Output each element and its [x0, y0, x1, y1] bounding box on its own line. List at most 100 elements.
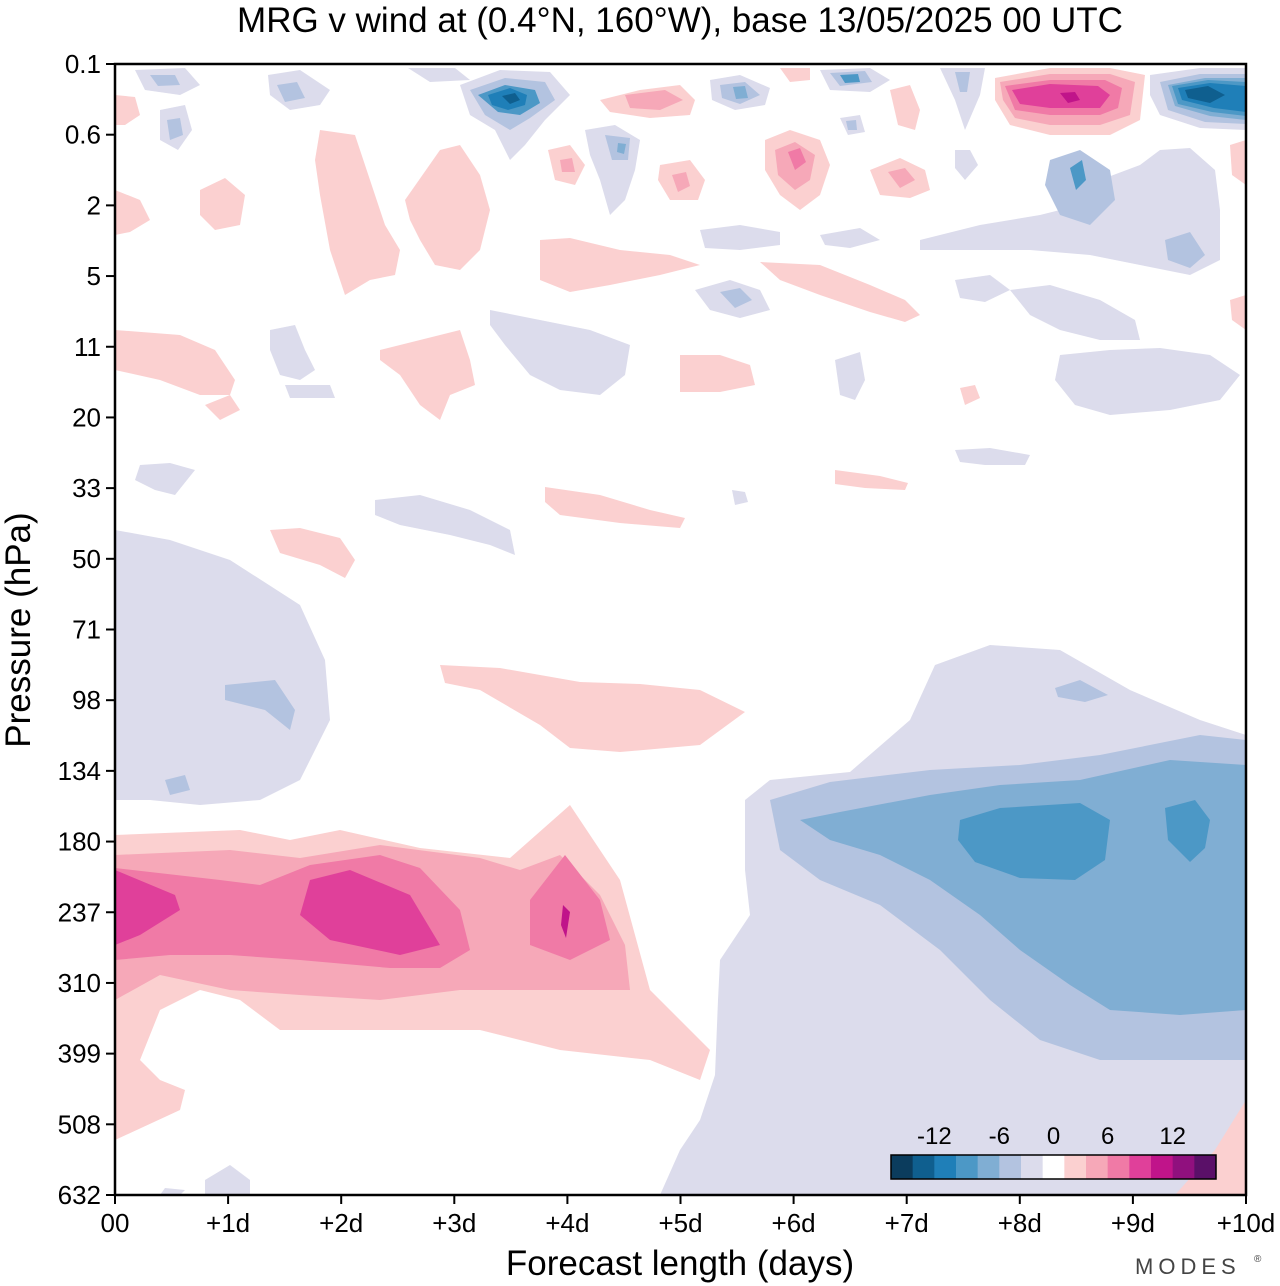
positive-region: [545, 487, 685, 528]
negative-region: [1165, 232, 1205, 268]
positive-region: [200, 178, 245, 230]
positive-region: [672, 172, 690, 192]
chart-title: MRG v wind at (0.4°N, 160°W), base 13/05…: [237, 1, 1123, 40]
x-tick-label: +1d: [206, 1208, 250, 1238]
negative-region: [167, 118, 183, 140]
negative-region: [502, 93, 520, 104]
x-tick-label: +7d: [885, 1208, 929, 1238]
colorbar-label: 6: [1101, 1123, 1114, 1150]
positive-region: [760, 262, 920, 322]
negative-region: [955, 448, 1030, 465]
negative-region: [617, 143, 626, 154]
negative-region: [733, 86, 748, 99]
colorbar-swatch: [1129, 1155, 1152, 1179]
colorbar-label: -6: [989, 1123, 1010, 1150]
y-tick-label: 0.1: [65, 49, 101, 79]
x-tick-label: +8d: [998, 1208, 1042, 1238]
negative-region: [490, 310, 630, 395]
x-tick-label: 00: [101, 1208, 130, 1238]
y-tick-label: 98: [72, 685, 101, 715]
positive-region: [115, 95, 140, 125]
negative-region: [277, 82, 305, 102]
positive-region: [380, 330, 475, 420]
negative-region: [846, 120, 857, 130]
y-tick-label: 2: [87, 190, 101, 220]
x-axis: 00 +1d +2d +3d +4d +5d +6d +7d +8d +9d +10d: [101, 1195, 1276, 1238]
negative-region: [955, 72, 970, 92]
negative-region: [160, 1188, 185, 1195]
positive-region: [560, 158, 575, 172]
negative-region: [270, 325, 315, 380]
colorbar-label: -12: [917, 1123, 952, 1150]
positive-region: [270, 528, 355, 578]
colorbar-swatch: [1064, 1155, 1087, 1179]
colorbar-swatch: [999, 1155, 1022, 1179]
negative-region: [165, 775, 190, 795]
negative-region: [408, 68, 470, 82]
positive-region: [115, 870, 180, 945]
y-tick-label: 134: [58, 756, 101, 786]
x-tick-label: +3d: [432, 1208, 476, 1238]
colorbar-swatch: [912, 1155, 935, 1179]
brand-logo: MODES: [1135, 1254, 1241, 1279]
colorbar-swatch: [956, 1155, 979, 1179]
contour-layers: [115, 68, 1246, 1195]
y-axis: 0.1 0.6 2 5 11 20 33 50 71 98 134 180 237 310 399 508 63…: [58, 49, 115, 1210]
negative-region: [205, 1165, 250, 1195]
negative-region: [285, 385, 335, 398]
positive-region: [540, 238, 700, 292]
y-tick-label: 237: [58, 897, 101, 927]
positive-region: [115, 190, 150, 235]
positive-region: [1060, 92, 1080, 103]
colorbar-swatch: [1021, 1155, 1044, 1179]
y-tick-label: 310: [58, 968, 101, 998]
positive-region: [530, 855, 610, 960]
contour-field: [115, 68, 1246, 1195]
negative-region: [800, 760, 1246, 1015]
x-tick-label: +2d: [319, 1208, 363, 1238]
negative-region: [700, 225, 780, 250]
y-axis-label: Pressure (hPa): [0, 512, 38, 747]
x-tick-label: +4d: [545, 1208, 589, 1238]
positive-region: [960, 385, 980, 405]
negative-region: [1055, 348, 1240, 415]
positive-region: [625, 90, 683, 110]
y-tick-label: 20: [72, 402, 101, 432]
negative-region: [732, 490, 748, 505]
negative-region: [840, 74, 860, 83]
positive-region: [888, 168, 915, 188]
negative-region: [1165, 800, 1210, 862]
negative-region: [225, 680, 295, 730]
negative-region: [835, 352, 865, 400]
positive-region: [1012, 84, 1110, 108]
negative-region: [135, 463, 195, 495]
positive-region: [788, 148, 806, 170]
negative-region: [720, 288, 752, 308]
positive-region: [561, 905, 570, 938]
positive-region: [440, 665, 745, 752]
colorbar-frame: [890, 1154, 1217, 1180]
x-tick-label: +5d: [658, 1208, 702, 1238]
positive-region: [405, 145, 490, 270]
negative-region: [1055, 680, 1108, 702]
y-tick-label: 0.6: [65, 120, 101, 150]
positive-region: [890, 85, 920, 130]
colorbar-swatch: [977, 1155, 1000, 1179]
negative-region: [1045, 150, 1115, 225]
x-tick-label: +10d: [1217, 1208, 1276, 1238]
negative-region: [150, 75, 180, 86]
y-tick-label: 11: [74, 332, 101, 362]
colorbar-swatch: [1194, 1155, 1217, 1179]
colorbar-swatch: [1107, 1155, 1130, 1179]
x-tick-label: +6d: [772, 1208, 816, 1238]
positive-region: [780, 68, 810, 82]
negative-region: [115, 530, 330, 805]
x-axis-label: Forecast length (days): [506, 1244, 854, 1283]
colorbar: -12 -6 0 6 12: [890, 1123, 1217, 1180]
colorbar-swatch: [934, 1155, 957, 1179]
colorbar-swatch: [1042, 1155, 1065, 1179]
y-tick-label: 33: [72, 473, 101, 503]
y-tick-label: 5: [87, 261, 101, 291]
y-tick-label: 399: [58, 1039, 101, 1069]
